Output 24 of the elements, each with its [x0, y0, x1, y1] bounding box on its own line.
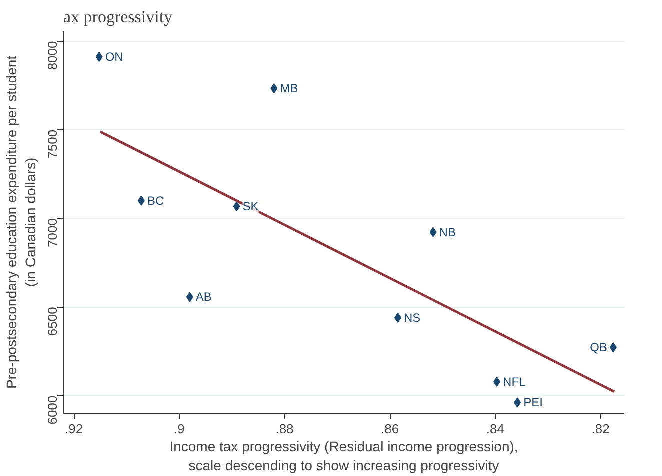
x-tick-label: .92	[65, 422, 84, 436]
x-axis-title: Income tax progressivity (Residual income progression), scale descending to show increasing progressivity	[170, 438, 518, 474]
annotation: MB	[280, 82, 298, 96]
annotation: AB	[196, 290, 212, 304]
x-tick-label: .9	[174, 422, 185, 436]
x-tick-label: .82	[592, 422, 610, 436]
annotation: NS	[404, 310, 421, 325]
x-tick-label: .88	[276, 422, 294, 436]
y-tick-label: 6500	[45, 307, 60, 336]
y-tick-label: 7000	[45, 218, 60, 248]
annotation: BC	[147, 194, 164, 208]
y-tick-label: 6000	[45, 396, 60, 425]
x-tick-label: .86	[381, 422, 400, 436]
y-axis-title: Pre-postsecondary education expenditure per student (in Canadian dollars)	[3, 56, 38, 390]
annotation: NB	[439, 225, 456, 240]
annotation: PEI	[524, 396, 543, 410]
annotation: NFL	[503, 374, 526, 389]
x-tick-label: .84	[486, 422, 504, 436]
y-tick-label: 8000	[45, 41, 60, 70]
chart-title: ax progressivity	[64, 8, 174, 26]
annotation: QB	[590, 340, 608, 355]
annotation: ON	[105, 50, 124, 64]
annotation: SK	[242, 200, 259, 214]
y-tick-label: 7500	[45, 130, 60, 159]
